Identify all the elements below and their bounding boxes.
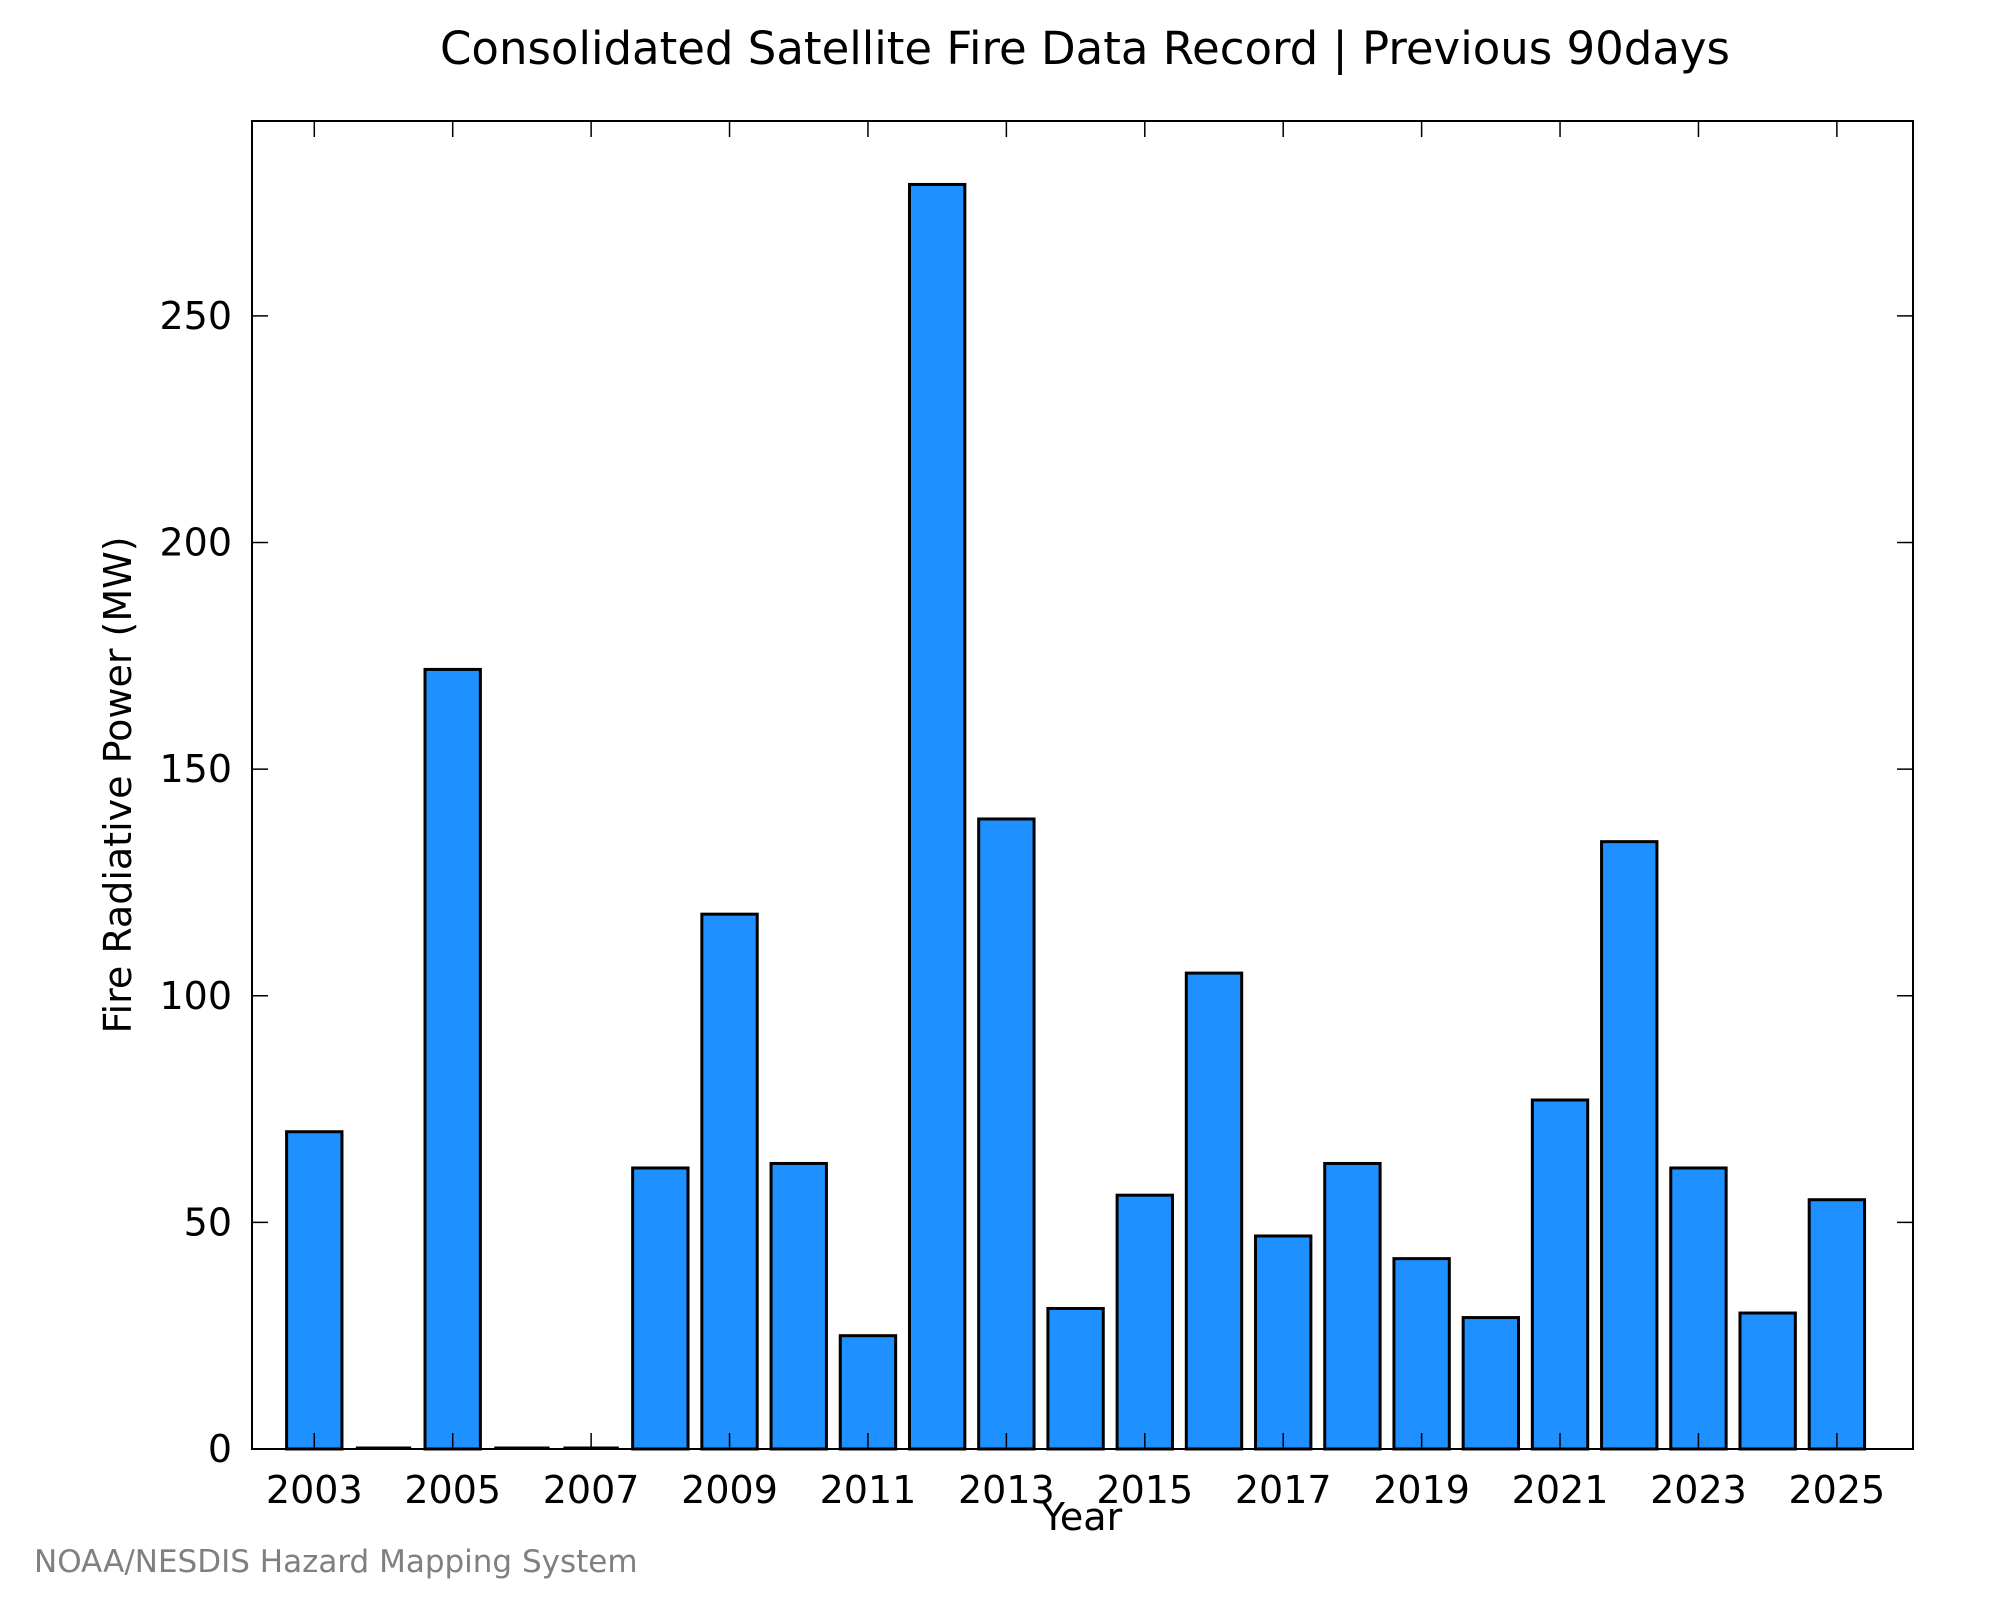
bar-2010 bbox=[769, 1161, 828, 1451]
x-tick-label: 2005 bbox=[404, 1468, 501, 1512]
bar-2008 bbox=[631, 1166, 690, 1451]
y-ticks-group: 0 50 100 150 200 250 bbox=[159, 294, 1913, 1471]
bar-2011 bbox=[838, 1334, 898, 1451]
y-tick-label: 50 bbox=[184, 1200, 232, 1244]
bar-2009 bbox=[700, 912, 759, 1451]
x-tick-label: 2021 bbox=[1512, 1468, 1609, 1512]
bar-2017 bbox=[1254, 1234, 1313, 1451]
y-axis-label: Fire Radiative Power (MW) bbox=[96, 536, 140, 1033]
plot-frame bbox=[251, 120, 1914, 1450]
x-tick-label: 2013 bbox=[958, 1468, 1055, 1512]
bar-2022 bbox=[1600, 840, 1659, 1451]
bars-group bbox=[285, 182, 1867, 1451]
x-tick-label: 2011 bbox=[820, 1468, 917, 1512]
bar-2019 bbox=[1392, 1257, 1451, 1451]
y-tick-label: 100 bbox=[159, 974, 232, 1018]
x-axis-label: Year bbox=[1041, 1495, 1123, 1539]
y-tick-label: 200 bbox=[159, 521, 232, 565]
x-tick-label: 2009 bbox=[681, 1468, 778, 1512]
x-tick-label: 2017 bbox=[1235, 1468, 1332, 1512]
x-tick-label: 2019 bbox=[1373, 1468, 1470, 1512]
x-tick-label: 2023 bbox=[1650, 1468, 1747, 1512]
bar-2023 bbox=[1669, 1166, 1728, 1451]
bar-2003 bbox=[285, 1130, 344, 1451]
bar-2005 bbox=[423, 667, 482, 1451]
bar-2018 bbox=[1323, 1161, 1382, 1451]
bar-2025 bbox=[1807, 1198, 1867, 1451]
x-tick-label: 2007 bbox=[543, 1468, 640, 1512]
bar-2024 bbox=[1738, 1311, 1797, 1451]
bar-2014 bbox=[1046, 1306, 1105, 1451]
x-tick-label: 2025 bbox=[1789, 1468, 1886, 1512]
y-tick-label: 150 bbox=[159, 747, 232, 791]
x-tick-label: 2015 bbox=[1096, 1468, 1193, 1512]
bar-2020 bbox=[1461, 1316, 1521, 1451]
y-tick-label: 0 bbox=[208, 1427, 232, 1471]
bar-2012 bbox=[907, 182, 967, 1451]
bar-2015 bbox=[1115, 1193, 1174, 1451]
bar-2013 bbox=[977, 817, 1036, 1451]
bar-2016 bbox=[1184, 971, 1244, 1451]
y-tick-label: 250 bbox=[159, 294, 232, 338]
bar-2021 bbox=[1530, 1098, 1590, 1451]
credit-text: NOAA/NESDIS Hazard Mapping System bbox=[34, 1544, 638, 1580]
x-tick-label: 2003 bbox=[266, 1468, 363, 1512]
x-ticks-group: 2003 2005 2007 2009 2011 2013 2015 2017 2019 2021… bbox=[266, 121, 1885, 1512]
chart-title: Consolidated Satellite Fire Data Record … bbox=[440, 22, 1730, 75]
